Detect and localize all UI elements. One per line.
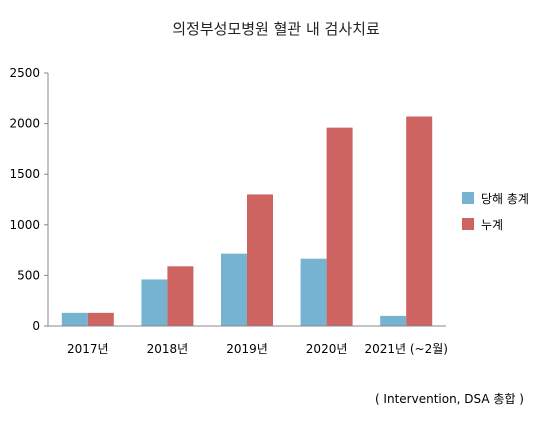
- bar-current-year: [221, 253, 247, 326]
- legend-label-current-year: 당해 총계: [481, 191, 529, 206]
- legend-label-cumulative: 누계: [481, 217, 504, 232]
- x-tick-label: 2020년: [306, 342, 348, 356]
- bar-current-year: [380, 315, 407, 326]
- bar-current-year: [300, 258, 327, 326]
- y-tick-label: 1500: [9, 167, 40, 181]
- x-tick-label: 2018년: [147, 342, 189, 356]
- legend-item-current-year: 당해 총계: [462, 190, 529, 206]
- bar-current-year: [141, 279, 168, 326]
- footnote: ( Intervention, DSA 총합 ): [374, 392, 524, 406]
- bar-cumulative: [87, 312, 114, 326]
- legend: 당해 총계 누계: [462, 190, 529, 242]
- x-tick-label: 2017년: [67, 342, 109, 356]
- bar-cumulative: [326, 127, 353, 326]
- legend-swatch-current-year: [462, 192, 474, 204]
- chart-title: 의정부성모병원 혈관 내 검사치료: [172, 20, 380, 38]
- x-tick-label: 2021년 (~2월): [364, 342, 448, 356]
- bar-cumulative: [247, 194, 273, 326]
- bar-current-year: [61, 312, 88, 326]
- y-tick-label: 500: [17, 268, 40, 282]
- bar-cumulative: [406, 116, 433, 327]
- bar-cumulative: [167, 266, 194, 326]
- y-tick-label: 2500: [9, 66, 40, 80]
- y-tick-label: 1000: [9, 218, 40, 232]
- y-tick-label: 0: [32, 319, 40, 333]
- y-tick-label: 2000: [9, 117, 40, 131]
- legend-swatch-cumulative: [462, 218, 474, 230]
- legend-item-cumulative: 누계: [462, 216, 529, 232]
- x-tick-label: 2019년: [226, 342, 268, 356]
